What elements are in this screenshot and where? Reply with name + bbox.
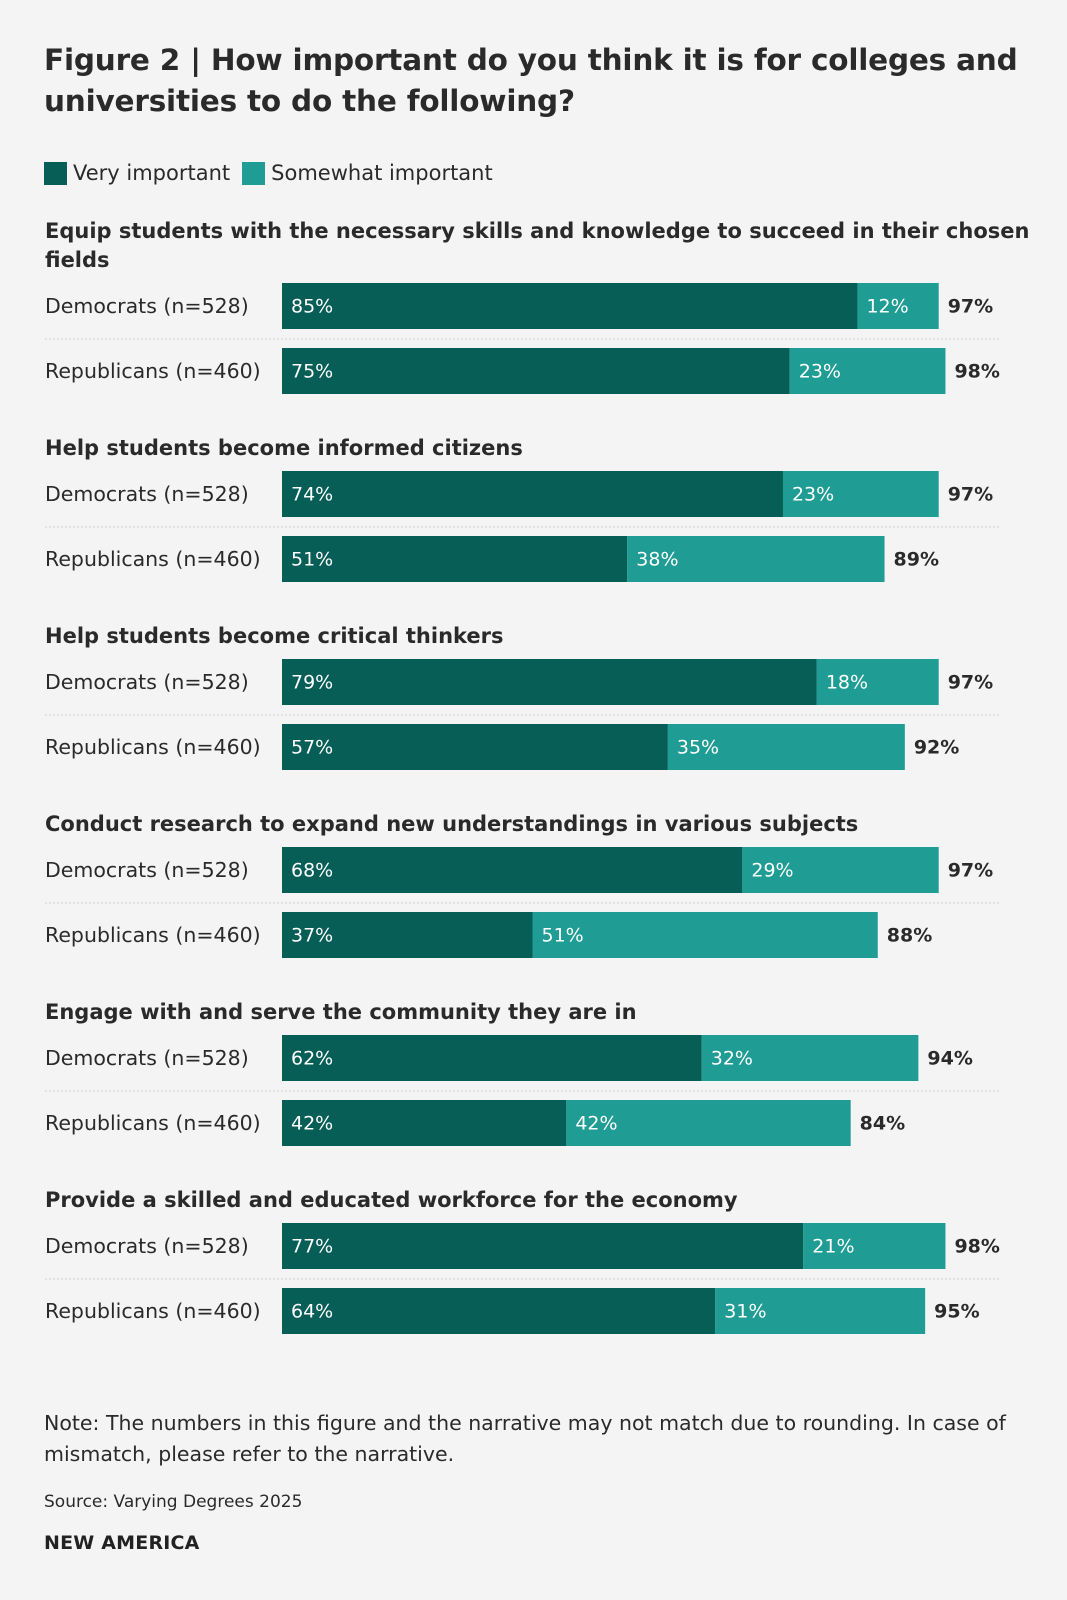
row-label: Republicans (n=460) xyxy=(45,1111,261,1135)
data-label-total: 84% xyxy=(860,1113,905,1135)
bar-very-important xyxy=(282,283,858,329)
data-label-very-important: 57% xyxy=(291,737,333,759)
group-label: Equip students with the necessary skills… xyxy=(45,219,1029,243)
data-label-somewhat-important: 29% xyxy=(751,860,793,882)
data-label-total: 88% xyxy=(887,925,932,947)
group-label: Engage with and serve the community they… xyxy=(45,1000,637,1024)
legend-label-somewhat-important: Somewhat important xyxy=(271,161,493,185)
group-label: Help students become critical thinkers xyxy=(45,624,504,648)
row-label: Republicans (n=460) xyxy=(45,359,261,383)
row-label: Republicans (n=460) xyxy=(45,923,261,947)
bar-very-important xyxy=(282,847,743,893)
data-label-very-important: 77% xyxy=(291,1236,333,1258)
data-label-somewhat-important: 18% xyxy=(826,672,868,694)
bar-very-important xyxy=(282,1288,716,1334)
bar-somewhat-important xyxy=(803,1223,946,1269)
row-label: Republicans (n=460) xyxy=(45,735,261,759)
bar-very-important xyxy=(282,471,783,517)
data-label-somewhat-important: 12% xyxy=(866,296,908,318)
row-label: Democrats (n=528) xyxy=(45,294,249,318)
bar-very-important xyxy=(282,912,533,958)
bar-somewhat-important xyxy=(782,471,939,517)
legend-swatch-somewhat-important xyxy=(242,161,266,185)
chart-source: Source: Varying Degrees 2025 xyxy=(44,1492,303,1512)
data-label-very-important: 79% xyxy=(291,672,333,694)
data-label-somewhat-important: 23% xyxy=(799,361,841,383)
row-label: Republicans (n=460) xyxy=(45,1299,261,1323)
data-label-somewhat-important: 38% xyxy=(636,549,678,571)
chart-legend: Very important Somewhat important xyxy=(44,160,505,186)
bar-somewhat-important xyxy=(857,283,939,329)
row-label: Republicans (n=460) xyxy=(45,547,261,571)
data-label-somewhat-important: 35% xyxy=(677,737,719,759)
legend-item-somewhat-important: Somewhat important xyxy=(242,161,493,185)
data-label-very-important: 51% xyxy=(291,549,333,571)
chart-title: Figure 2 | How important do you think it… xyxy=(44,43,1018,118)
legend-swatch-very-important xyxy=(44,161,67,185)
data-label-very-important: 85% xyxy=(291,296,333,318)
row-label: Democrats (n=528) xyxy=(45,1046,249,1070)
data-label-very-important: 75% xyxy=(291,361,333,383)
data-label-total: 98% xyxy=(954,361,999,383)
stacked-bar-chart: Equip students with the necessary skills… xyxy=(45,219,1029,1334)
row-label: Democrats (n=528) xyxy=(45,670,249,694)
data-label-somewhat-important: 21% xyxy=(812,1236,854,1258)
bar-very-important xyxy=(282,1223,804,1269)
data-label-total: 98% xyxy=(954,1236,999,1258)
data-label-total: 97% xyxy=(948,860,993,882)
brand-logo-text: NEW AMERICA xyxy=(44,1532,200,1554)
data-label-very-important: 64% xyxy=(291,1301,333,1323)
bar-very-important xyxy=(282,536,628,582)
bar-very-important xyxy=(282,348,790,394)
group-label: Provide a skilled and educated workforce… xyxy=(45,1188,738,1212)
bar-somewhat-important xyxy=(667,724,905,770)
chart-note: Note: The numbers in this figure and the… xyxy=(44,1411,1006,1466)
legend-label-very-important: Very important xyxy=(73,161,231,185)
group-label: Help students become informed citizens xyxy=(45,436,523,460)
bar-very-important xyxy=(282,1100,567,1146)
data-label-somewhat-important: 23% xyxy=(792,484,834,506)
data-label-very-important: 62% xyxy=(291,1048,333,1070)
data-label-very-important: 37% xyxy=(291,925,333,947)
bar-somewhat-important xyxy=(532,912,878,958)
data-label-total: 97% xyxy=(948,484,993,506)
group-label: fields xyxy=(45,248,110,272)
row-label: Democrats (n=528) xyxy=(45,482,249,506)
legend-item-very-important: Very important xyxy=(44,161,230,185)
data-label-total: 92% xyxy=(914,737,959,759)
row-label: Democrats (n=528) xyxy=(45,858,249,882)
data-label-total: 95% xyxy=(934,1301,979,1323)
row-label: Democrats (n=528) xyxy=(45,1234,249,1258)
data-label-total: 97% xyxy=(948,296,993,318)
group-label: Conduct research to expand new understan… xyxy=(45,812,858,836)
data-label-very-important: 42% xyxy=(291,1113,333,1135)
data-label-somewhat-important: 42% xyxy=(575,1113,617,1135)
bar-very-important xyxy=(282,1035,702,1081)
bar-somewhat-important xyxy=(715,1288,926,1334)
bar-somewhat-important xyxy=(566,1100,851,1146)
data-label-somewhat-important: 31% xyxy=(724,1301,766,1323)
data-label-somewhat-important: 51% xyxy=(541,925,583,947)
data-label-somewhat-important: 32% xyxy=(711,1048,753,1070)
data-label-very-important: 74% xyxy=(291,484,333,506)
bar-very-important xyxy=(282,659,817,705)
bar-somewhat-important xyxy=(816,659,939,705)
data-label-very-important: 68% xyxy=(291,860,333,882)
bar-very-important xyxy=(282,724,668,770)
data-label-total: 94% xyxy=(927,1048,972,1070)
bar-somewhat-important xyxy=(701,1035,919,1081)
data-label-total: 89% xyxy=(894,549,939,571)
bar-somewhat-important xyxy=(627,536,885,582)
data-label-total: 97% xyxy=(948,672,993,694)
bar-somewhat-important xyxy=(789,348,946,394)
bar-somewhat-important xyxy=(742,847,939,893)
